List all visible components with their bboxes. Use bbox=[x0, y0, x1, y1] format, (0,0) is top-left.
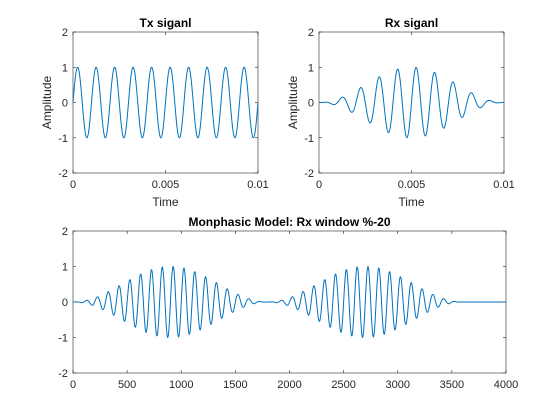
model-x-tick-label: 0 bbox=[70, 379, 76, 391]
model-x-tick-label: 3000 bbox=[386, 379, 410, 391]
model-x-tick-label: 2000 bbox=[277, 379, 301, 391]
model-y-tick-label: -2 bbox=[58, 368, 68, 380]
rx-x-tick-label: 0.005 bbox=[398, 179, 426, 191]
rx-y-tick-label: 2 bbox=[308, 27, 314, 39]
tx-y-axis-label: Amplitude bbox=[40, 76, 54, 130]
tx-chart-title: Tx siganl bbox=[139, 16, 191, 30]
tx-y-tick-label: 2 bbox=[62, 27, 68, 39]
model-y-tick-label: -1 bbox=[58, 333, 68, 345]
tx-x-axis-label: Time bbox=[152, 195, 179, 209]
rx-y-tick-label: 1 bbox=[308, 62, 314, 74]
model-x-tick-label: 1500 bbox=[223, 379, 247, 391]
model-x-tick-label: 500 bbox=[118, 379, 136, 391]
model-y-tick-label: 2 bbox=[62, 226, 68, 238]
model-x-tick-label: 3500 bbox=[440, 379, 464, 391]
rx-x-axis-label: Time bbox=[398, 195, 425, 209]
tx-x-tick-label: 0.01 bbox=[247, 179, 268, 191]
model-y-tick-label: 1 bbox=[62, 262, 68, 274]
rx-chart-title: Rx siganl bbox=[385, 16, 438, 30]
model-x-tick-label: 1000 bbox=[169, 379, 193, 391]
monophasic-model-chart: Monphasic Model: Rx window %-20 0 500 1000… bbox=[58, 215, 518, 391]
model-x-tick-label: 2500 bbox=[331, 379, 355, 391]
tx-x-tick-label: 0 bbox=[70, 179, 76, 191]
model-x-tick-label: 4000 bbox=[494, 379, 518, 391]
rx-y-tick-label: -1 bbox=[304, 133, 314, 145]
model-chart-title: Monphasic Model: Rx window %-20 bbox=[188, 215, 390, 229]
tx-y-tick-label: -1 bbox=[58, 133, 68, 145]
rx-x-tick-label: 0 bbox=[316, 179, 322, 191]
tx-y-tick-label: 1 bbox=[62, 62, 68, 74]
tx-y-tick-label: -2 bbox=[58, 168, 68, 180]
rx-y-tick-label: 0 bbox=[308, 98, 314, 110]
rx-x-tick-label: 0.01 bbox=[493, 179, 514, 191]
tx-x-tick-label: 0.005 bbox=[152, 179, 180, 191]
model-y-tick-label: 0 bbox=[62, 297, 68, 309]
rx-y-axis-label: Amplitude bbox=[286, 76, 300, 130]
tx-y-tick-label: 0 bbox=[62, 98, 68, 110]
rx-y-tick-label: -2 bbox=[304, 168, 314, 180]
